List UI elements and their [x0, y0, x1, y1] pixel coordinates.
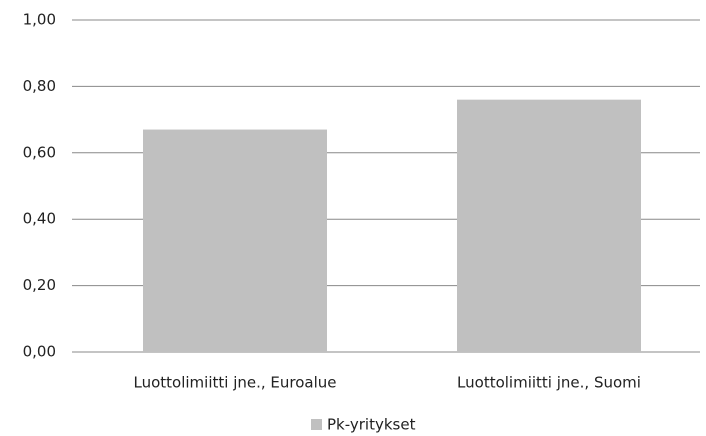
x-tick-label: Luottolimiitti jne., Suomi: [457, 374, 641, 392]
y-tick-label: 0,40: [23, 210, 56, 228]
y-tick-label: 0,00: [23, 343, 56, 361]
legend-swatch: [311, 419, 322, 430]
legend-label: Pk-yritykset: [327, 416, 416, 434]
y-tick-label: 0,60: [23, 143, 56, 161]
bar: [142, 129, 328, 352]
x-tick-label: Luottolimiitti jne., Euroalue: [134, 374, 337, 392]
y-tick-label: 1,00: [23, 11, 56, 29]
y-tick-label: 0,20: [23, 276, 56, 294]
bar: [456, 99, 642, 353]
y-tick-label: 0,80: [23, 77, 56, 95]
